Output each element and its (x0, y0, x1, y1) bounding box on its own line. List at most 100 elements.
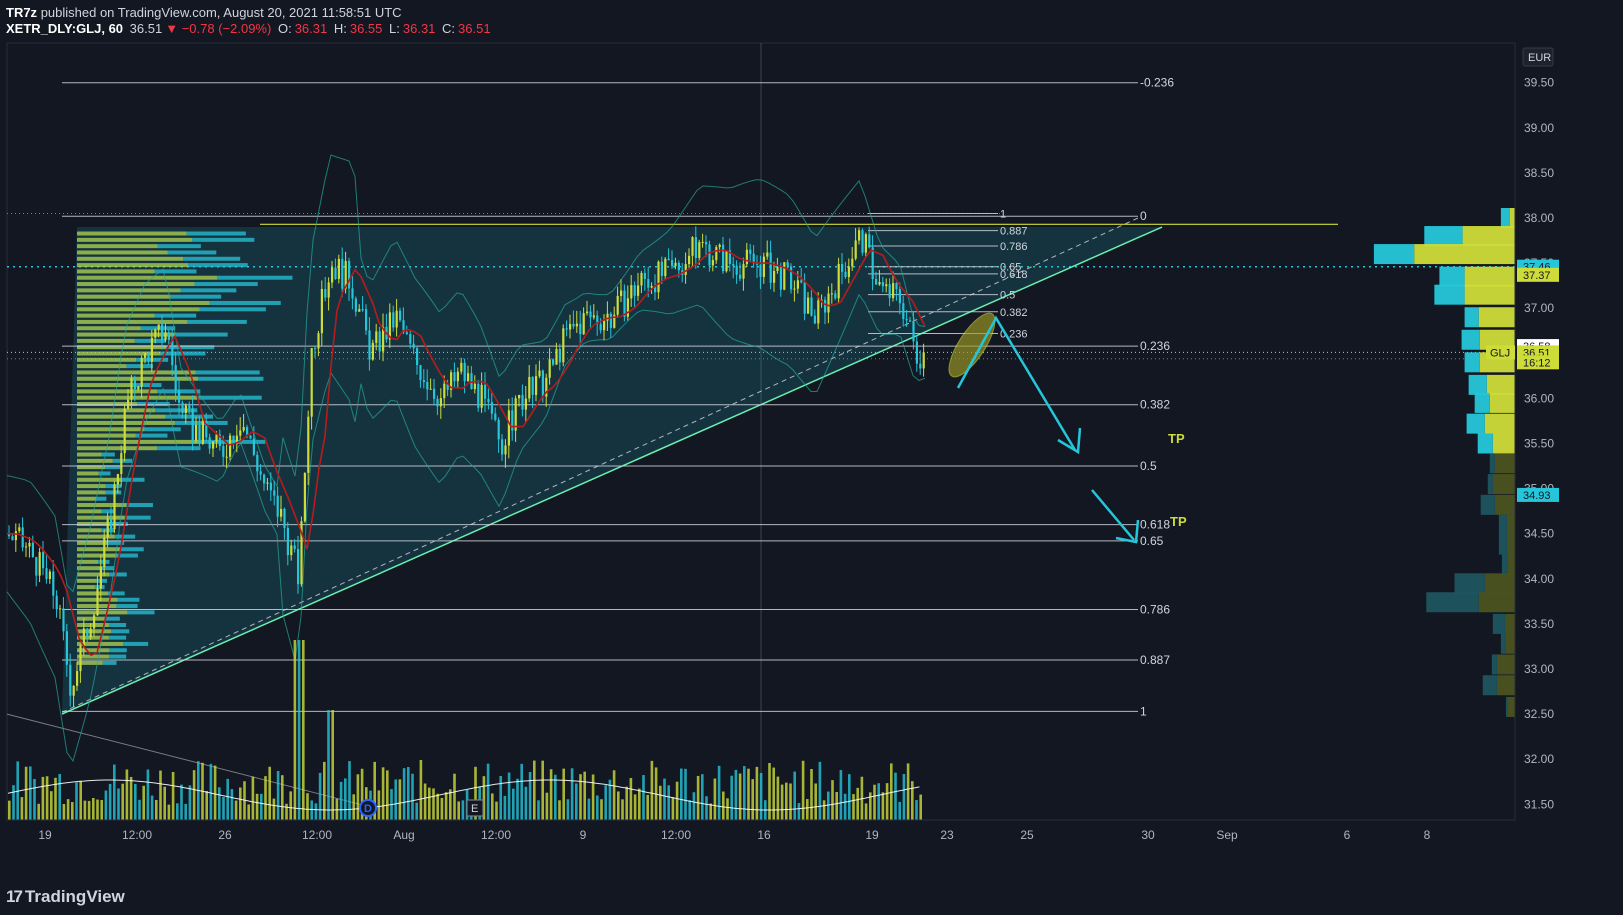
candle-body (664, 258, 667, 277)
profile-bar-down (101, 566, 115, 571)
volume-bar (688, 800, 691, 820)
volume-bar (545, 792, 549, 820)
time-tick: 12:00 (122, 828, 152, 842)
volume-bar (104, 790, 108, 820)
volume-bar (251, 776, 255, 820)
candle-body (426, 382, 429, 390)
time-tick: 26 (218, 828, 232, 842)
volume-bar (318, 772, 322, 820)
volume-bar (155, 799, 158, 820)
volume-bar (701, 774, 704, 820)
candle-body (344, 260, 347, 289)
profile-bar-up (1506, 534, 1515, 555)
volume-bar (583, 771, 586, 820)
candle-body (300, 521, 303, 585)
volume-bar (814, 783, 817, 820)
profile-bar-up (77, 572, 110, 577)
candle-body (793, 288, 796, 290)
publisher-name[interactable]: TR7z (6, 5, 38, 20)
fib-small-label: 0.887 (1000, 226, 1028, 238)
price-tick: 36.00 (1524, 391, 1554, 405)
profile-bar-up (77, 307, 200, 312)
volume-bar (915, 800, 918, 820)
candle-body (518, 394, 521, 399)
profile-bar-down (174, 420, 228, 425)
profile-bar-down (135, 433, 168, 438)
volume-bar (159, 770, 162, 820)
candle-body (45, 568, 48, 579)
candle-body (545, 377, 548, 397)
publish-line: TR7z published on TradingView.com, Augus… (6, 5, 494, 21)
candle-body (358, 309, 361, 312)
candle-body (89, 628, 92, 638)
candle-body (912, 321, 915, 342)
fib-level-label: 0.236 (1140, 339, 1170, 353)
volume-bar (491, 793, 494, 820)
visible-range-volume-profile (1373, 208, 1515, 717)
profile-bar-down (134, 338, 166, 343)
volume-bar (83, 800, 87, 820)
candle-body (722, 244, 725, 272)
volume-bar (125, 769, 129, 820)
candle-body (341, 258, 344, 289)
volume-bar (482, 776, 486, 820)
price-tick: 35.50 (1524, 437, 1554, 451)
volume-bar (268, 766, 271, 820)
volume-bar (461, 800, 465, 820)
candle-body (497, 419, 500, 440)
chart-header: TR7z published on TradingView.com, Augus… (6, 5, 494, 37)
candle-body (473, 383, 476, 390)
candle-body (735, 265, 738, 275)
candle-body (392, 312, 395, 328)
volume-bar (806, 799, 809, 820)
volume-bar (239, 787, 242, 820)
candle-body (25, 546, 28, 548)
profile-bar-down (109, 648, 127, 653)
candle-body (286, 528, 289, 556)
volume-bar (667, 785, 670, 820)
candle-body (647, 278, 650, 288)
profile-bar-down (166, 345, 215, 350)
candle-body (419, 365, 422, 381)
volume-bar (373, 761, 376, 820)
profile-bar-up (77, 509, 102, 514)
volume-bar (793, 771, 796, 820)
candle-body (494, 413, 497, 420)
volume-bar (486, 763, 490, 820)
volume-bar (650, 760, 654, 820)
profile-bar-up (77, 471, 99, 476)
candle-body (524, 398, 527, 410)
volume-bar (356, 774, 360, 820)
tradingview-logo[interactable]: 17 TradingView (6, 887, 125, 907)
symbol-label[interactable]: XETR_DLY:GLJ, 60 (6, 21, 124, 36)
profile-bar-up (77, 395, 198, 400)
candle-body (674, 262, 677, 267)
profile-bar-up (77, 515, 125, 520)
profile-bar-down (192, 237, 255, 242)
candle-body (446, 383, 449, 390)
volume-bar (33, 778, 36, 820)
time-axis[interactable]: 19 12:00 26 12:00 Aug 12:00 9 12:00 16 19 23 25 30 Se… (7, 819, 1515, 842)
fib-level-label: 0.65 (1140, 534, 1164, 548)
volume-bar (419, 760, 423, 820)
symbol-tag: GLJ (1490, 347, 1510, 359)
profile-bar-up (77, 591, 108, 596)
profile-bar-up (77, 263, 188, 268)
candle-body (273, 490, 276, 496)
profile-bar-up (77, 490, 106, 495)
candle-body (242, 427, 245, 431)
profile-bar-up (77, 256, 184, 261)
volume-bar (663, 778, 666, 820)
profile-bar-down (117, 597, 140, 602)
volume-bar (20, 797, 24, 820)
candle-body (728, 250, 731, 265)
candle-body (310, 348, 313, 417)
candle-body (86, 628, 89, 638)
candle-body (630, 285, 633, 299)
volume-bar (768, 763, 771, 820)
profile-bar-down (102, 660, 117, 665)
profile-bar-down (194, 282, 258, 287)
price-axis[interactable]: EUR39.5039.0038.5038.0037.5037.0036.5036… (1486, 43, 1623, 820)
profile-bar-down (1426, 592, 1479, 613)
